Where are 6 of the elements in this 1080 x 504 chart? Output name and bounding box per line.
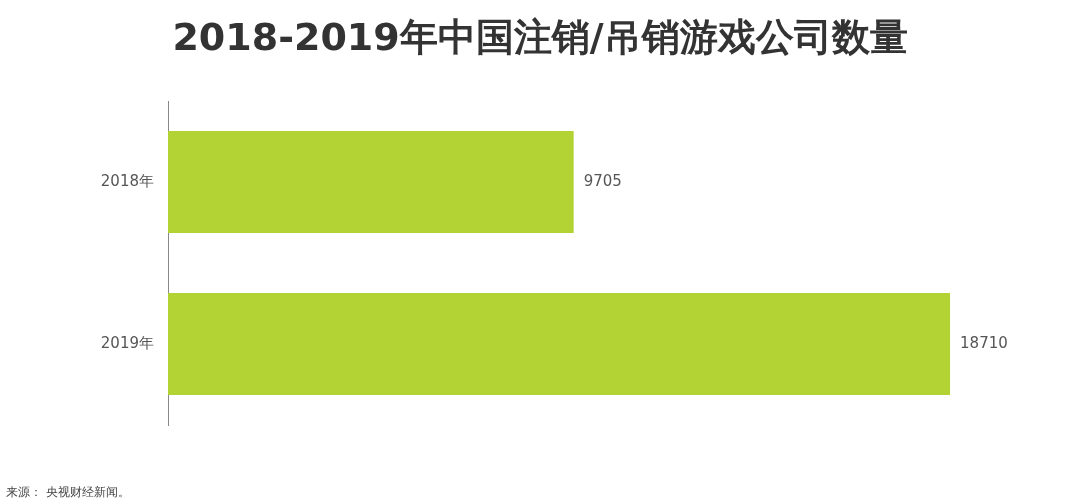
y-tick-label: 2019年 [100, 333, 154, 352]
data-label: 18710 [960, 333, 1008, 352]
source-note: 来源： 央视财经新闻。 [6, 484, 130, 501]
data-label: 9705 [583, 171, 622, 190]
y-tick-label: 2018年 [100, 171, 154, 190]
chart-title: 2018-2019年中国注销/吊销游戏公司数量 [171, 14, 909, 61]
